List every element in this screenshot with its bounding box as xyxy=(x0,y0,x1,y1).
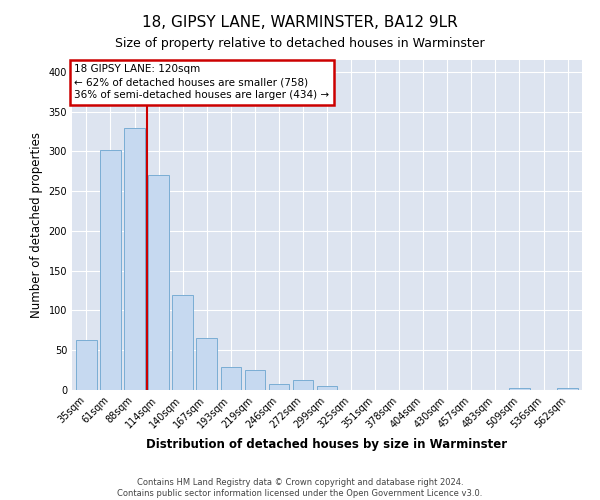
Bar xyxy=(557,388,578,390)
Text: Size of property relative to detached houses in Warminster: Size of property relative to detached ho… xyxy=(115,38,485,51)
Text: 18 GIPSY LANE: 120sqm
← 62% of detached houses are smaller (758)
36% of semi-det: 18 GIPSY LANE: 120sqm ← 62% of detached … xyxy=(74,64,329,100)
Bar xyxy=(245,370,265,390)
Bar xyxy=(172,294,193,390)
X-axis label: Distribution of detached houses by size in Warminster: Distribution of detached houses by size … xyxy=(146,438,508,451)
Bar xyxy=(76,340,97,390)
Text: Contains HM Land Registry data © Crown copyright and database right 2024.
Contai: Contains HM Land Registry data © Crown c… xyxy=(118,478,482,498)
Bar xyxy=(293,380,313,390)
Text: 18, GIPSY LANE, WARMINSTER, BA12 9LR: 18, GIPSY LANE, WARMINSTER, BA12 9LR xyxy=(142,15,458,30)
Bar xyxy=(509,388,530,390)
Bar xyxy=(221,367,241,390)
Bar xyxy=(100,150,121,390)
Bar xyxy=(148,176,169,390)
Y-axis label: Number of detached properties: Number of detached properties xyxy=(30,132,43,318)
Bar xyxy=(196,338,217,390)
Bar xyxy=(317,386,337,390)
Bar xyxy=(269,384,289,390)
Bar xyxy=(124,128,145,390)
